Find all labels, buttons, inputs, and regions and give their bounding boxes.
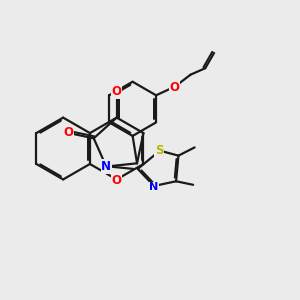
Text: O: O [112, 85, 122, 98]
Text: N: N [149, 182, 159, 192]
Text: S: S [155, 144, 164, 157]
Text: O: O [63, 126, 74, 140]
Text: N: N [101, 160, 111, 173]
Text: O: O [169, 80, 179, 94]
Text: O: O [112, 174, 122, 188]
